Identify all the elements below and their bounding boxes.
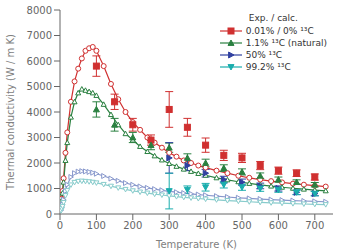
html-text:99.2% ¹³C: 99.2% ¹³C [245, 62, 291, 72]
svg-text:2000: 2000 [27, 158, 52, 169]
svg-text:200: 200 [123, 220, 142, 231]
svg-text:8000: 8000 [27, 5, 52, 16]
svg-text:7000: 7000 [27, 30, 52, 41]
svg-text:3000: 3000 [27, 132, 52, 143]
svg-text:4000: 4000 [27, 107, 52, 118]
html-text:0.01% / 0% ¹³C: 0.01% / 0% ¹³C [245, 26, 314, 36]
svg-text:700: 700 [305, 220, 324, 231]
svg-text:1000: 1000 [27, 183, 52, 194]
svg-text:600: 600 [269, 220, 288, 231]
svg-text:300: 300 [160, 220, 179, 231]
html-text:1.1% ¹³C (natural): 1.1% ¹³C (natural) [245, 38, 327, 48]
svg-text:100: 100 [87, 220, 106, 231]
svg-text:500: 500 [232, 220, 251, 231]
svg-text:Temperature (K): Temperature (K) [155, 239, 237, 250]
svg-text:400: 400 [196, 220, 215, 231]
svg-text:0: 0 [46, 209, 52, 220]
svg-text:Thermal conductivity (W / m K): Thermal conductivity (W / m K) [8, 34, 16, 191]
html-text:50% ¹³C: 50% ¹³C [245, 50, 283, 60]
html-text:Exp. / calc.: Exp. / calc. [248, 13, 298, 23]
svg-text:0: 0 [57, 220, 63, 231]
svg-text:5000: 5000 [27, 81, 52, 92]
svg-text:6000: 6000 [27, 56, 52, 67]
